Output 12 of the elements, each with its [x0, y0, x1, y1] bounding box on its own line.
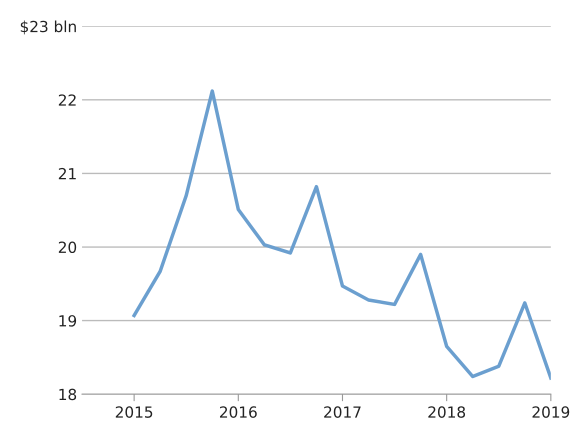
- y-tick-label: 21: [58, 168, 76, 180]
- x-tick-label: 2019: [532, 406, 570, 418]
- y-tick-label: 20: [58, 241, 76, 254]
- x-tick-label: 2017: [324, 406, 361, 418]
- y-tick-label: 18: [59, 388, 76, 400]
- y-tick-label: $23 bln: [20, 20, 76, 34]
- y-tick-label: 19: [59, 315, 76, 327]
- y-tick-label: 22: [58, 94, 76, 106]
- x-tick-label: 2018: [428, 406, 466, 418]
- x-tick-label: 2016: [220, 406, 257, 418]
- x-tick-label: 2015: [116, 406, 152, 418]
- line-series: [132, 89, 551, 380]
